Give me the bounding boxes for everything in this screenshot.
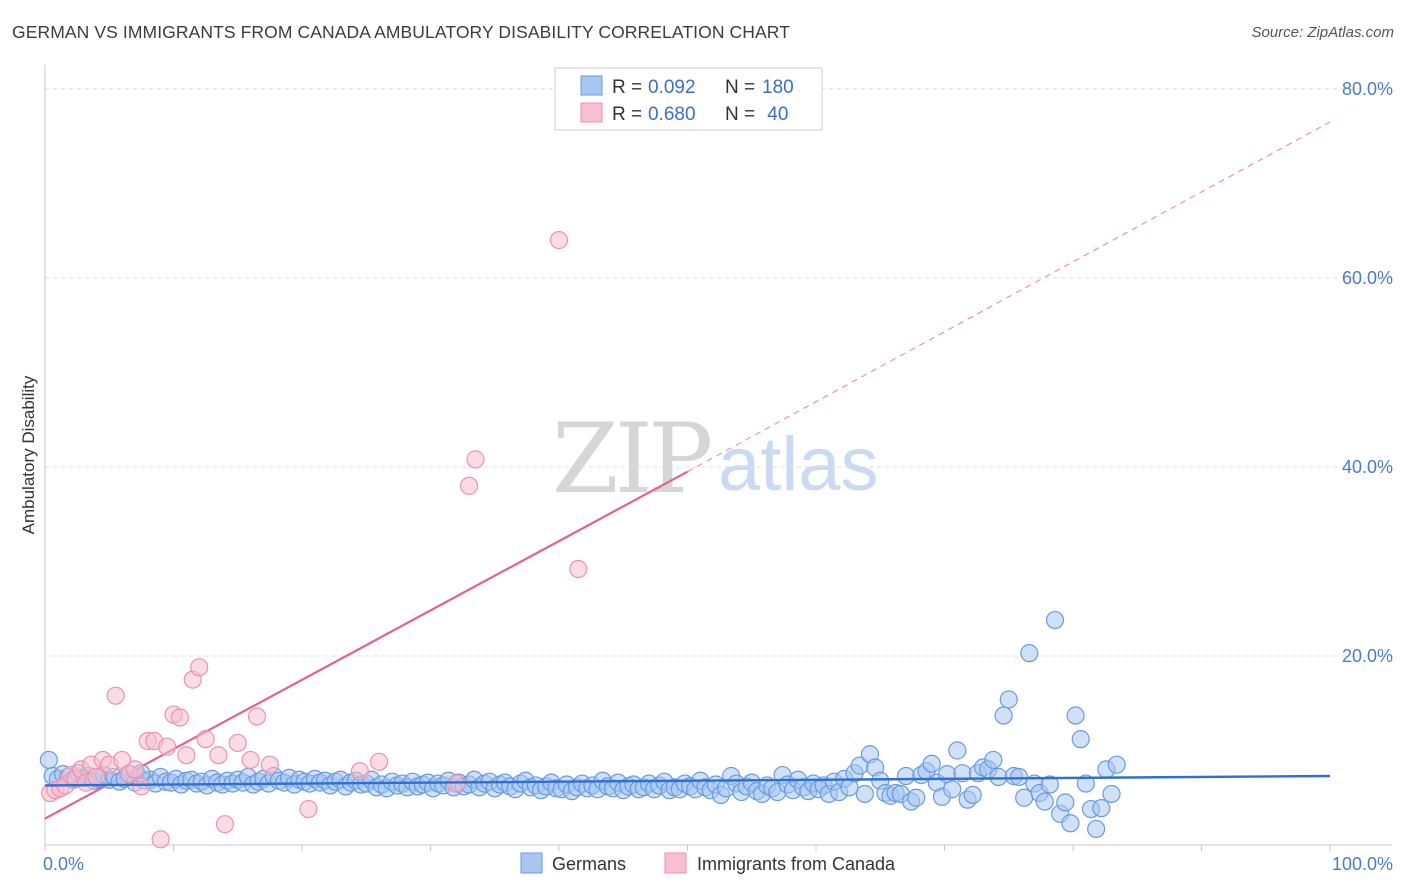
germans-point	[948, 741, 967, 760]
canada-point	[569, 559, 588, 579]
watermark: ZIP atlas	[552, 403, 879, 515]
canada-trend-line	[44, 121, 1331, 820]
x-tick-labels: 0.0% 100.0%	[43, 854, 1393, 874]
legend-swatch-canada	[580, 102, 603, 123]
germans-point	[1045, 610, 1065, 630]
legend-r-label-canada: R =	[612, 104, 642, 125]
germans-trend-line	[44, 774, 1331, 787]
canada-point	[241, 750, 260, 770]
canada-point	[299, 799, 318, 819]
canada-point	[125, 760, 145, 779]
germans-point	[984, 750, 1003, 770]
canada-point	[215, 815, 234, 834]
canada-point	[132, 777, 151, 796]
germans-point	[1061, 814, 1080, 833]
germans-point	[1066, 706, 1085, 725]
x-tick-label: 100.0%	[1332, 854, 1393, 874]
germans-point	[922, 754, 941, 773]
canada-point	[151, 830, 170, 849]
canada-point	[170, 708, 190, 727]
correlation-legend: R = 0.092 N = 180 R = 0.680 N = 40	[554, 67, 823, 131]
germans-point	[1056, 793, 1075, 812]
germans-point	[39, 750, 58, 770]
germans-point	[989, 767, 1008, 787]
y-tick-label: 80.0%	[1342, 79, 1393, 99]
germans-points	[39, 610, 1126, 839]
canada-point	[157, 737, 177, 756]
germans-point	[1071, 730, 1090, 749]
canada-point	[209, 746, 228, 765]
source-label: Source: ZipAtlas.com	[1251, 24, 1394, 41]
germans-point	[1076, 774, 1095, 793]
series-legend-swatch-canada	[664, 852, 687, 874]
legend-n-value-canada: 40	[762, 104, 788, 125]
series-legend: Germans Immigrants from Canada	[520, 852, 896, 874]
legend-r-value-germans: 0.092	[648, 77, 696, 98]
y-axis-label: Ambulatory Disability	[19, 375, 38, 534]
canada-point	[466, 450, 485, 469]
canada-point	[196, 730, 215, 749]
canada-point	[106, 686, 125, 705]
legend-r-value-canada: 0.680	[648, 104, 696, 125]
canada-point	[260, 755, 279, 774]
y-tick-label: 60.0%	[1342, 268, 1393, 288]
legend-swatch-germans	[580, 75, 603, 96]
legend-r-label-germans: R =	[612, 77, 642, 98]
germans-point	[1092, 799, 1111, 818]
germans-point	[896, 766, 916, 786]
canada-points	[41, 231, 588, 849]
germans-point	[1107, 755, 1126, 774]
series-legend-label-canada: Immigrants from Canada	[697, 854, 896, 874]
germans-point	[1020, 644, 1039, 663]
legend-n-value-germans: 180	[762, 77, 794, 98]
germans-point	[1040, 775, 1059, 794]
germans-point	[1015, 788, 1034, 807]
series-legend-swatch-germans	[520, 852, 543, 874]
germans-point	[943, 780, 962, 799]
germans-point	[1102, 784, 1121, 804]
canada-point	[549, 231, 569, 250]
y-tick-label: 20.0%	[1342, 646, 1393, 666]
series-legend-label-germans: Germans	[552, 854, 626, 874]
canada-trend-solid	[44, 470, 689, 820]
watermark-atlas: atlas	[718, 422, 879, 507]
canada-point	[370, 752, 389, 771]
germans-point	[855, 784, 874, 804]
y-tick-labels: 20.0% 40.0% 60.0% 80.0%	[1342, 79, 1393, 666]
canada-trend-dashed	[687, 121, 1331, 473]
canada-point	[350, 762, 369, 781]
canada-point	[177, 746, 196, 765]
canada-point	[190, 658, 209, 677]
germans-point	[1035, 792, 1054, 811]
canada-point	[228, 733, 247, 753]
germans-point	[994, 706, 1013, 725]
watermark-zip: ZIP	[552, 403, 711, 515]
x-tick-label: 0.0%	[43, 854, 84, 874]
canada-point	[459, 476, 479, 495]
y-tick-label: 40.0%	[1342, 457, 1393, 477]
grid-lines	[45, 88, 1392, 657]
legend-n-label-canada: N =	[725, 104, 755, 125]
chart-title: GERMAN VS IMMIGRANTS FROM CANADA AMBULAT…	[12, 22, 790, 42]
axes	[44, 65, 1392, 851]
legend-n-label-germans: N =	[725, 77, 755, 98]
canada-point	[87, 767, 106, 787]
germans-point	[1087, 819, 1106, 839]
germans-point	[999, 690, 1018, 709]
germans-trend-solid	[44, 774, 1331, 787]
canada-point	[247, 707, 267, 726]
germans-point	[907, 788, 926, 807]
germans-point	[1009, 767, 1029, 787]
germans-point	[963, 785, 982, 805]
